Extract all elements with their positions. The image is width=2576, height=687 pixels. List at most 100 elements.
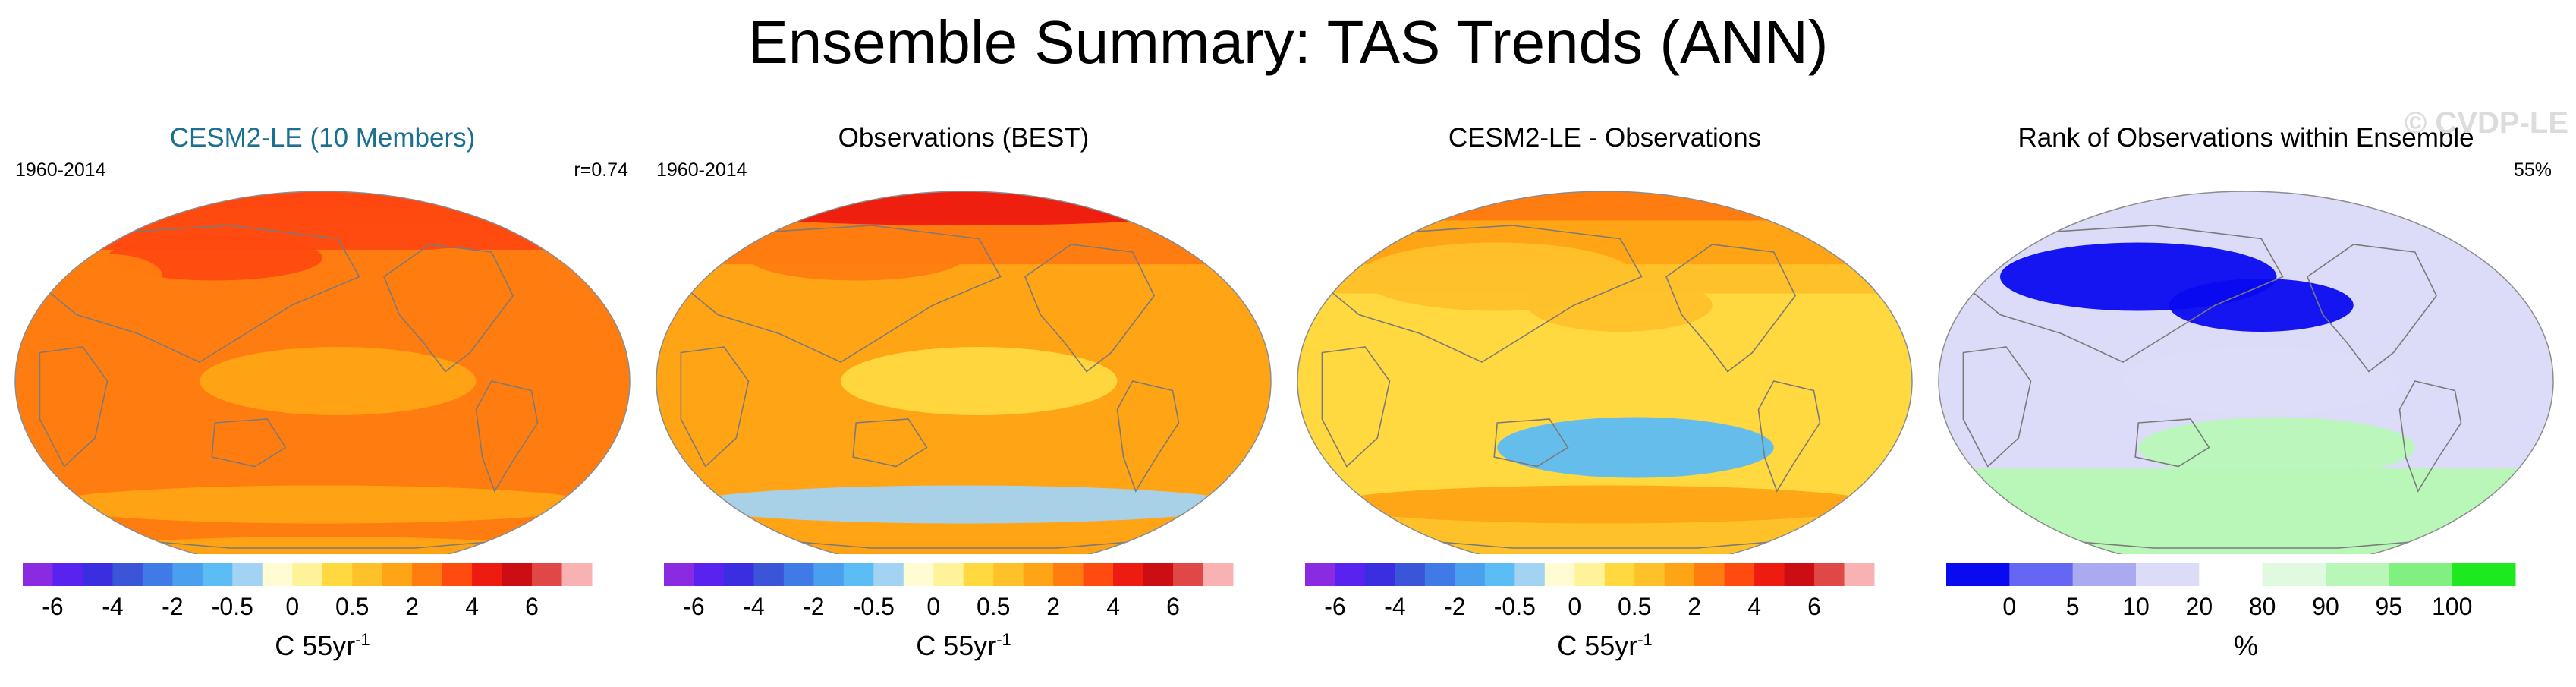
coastline-eurasia	[1952, 225, 2284, 363]
colorbar-swatch	[1724, 563, 1755, 586]
colorbar-swatch	[1694, 563, 1725, 586]
field-band	[15, 323, 630, 339]
panel-title: CESM2-LE (10 Members)	[169, 123, 476, 153]
units-exponent: -1	[1637, 630, 1653, 649]
colorbar-swatch	[472, 563, 503, 586]
colorbar-tick-label: -6	[1324, 593, 1345, 620]
map-difference	[1297, 191, 1913, 554]
colorbar-tick-label: 2	[405, 593, 419, 620]
region-arctic	[46, 191, 599, 225]
colorbar-rank: 0 5 10 20 80 90 95 100	[1946, 563, 2516, 620]
field-band	[1939, 527, 2553, 543]
coastline-north-america	[2307, 244, 2438, 373]
colorbar-tick-label: -2	[803, 593, 824, 620]
field-band	[1939, 337, 2553, 353]
colorbar-swatch	[322, 563, 353, 586]
colorbar-units: C 55yr-1	[1290, 630, 1920, 662]
field-band	[656, 307, 1271, 324]
colorbar-difference: -6 -4 -2 -0.5 0 0.5 2 4 6	[1305, 563, 1875, 620]
colorbar-swatch	[694, 563, 725, 586]
colorbar-tick-label: 4	[1747, 593, 1761, 620]
colorbar-tick-label: 0.5	[335, 593, 369, 620]
panel-cesm2-le: CESM2-LE (10 Members) 1960-2014 r=0.74 -…	[8, 114, 637, 676]
colorbar-tick-label: 0	[1568, 593, 1581, 620]
colorbar-swatch	[442, 563, 473, 586]
coastline-eurasia	[1311, 225, 1643, 363]
map-observations	[656, 191, 1272, 554]
colorbar-units: %	[1931, 630, 2561, 662]
colorbar-swatch	[1083, 563, 1114, 586]
colorbar-swatch	[1574, 563, 1606, 586]
field-band	[1297, 191, 1912, 207]
region-south-pacific	[1497, 417, 1774, 478]
colorbar-swatch	[2072, 563, 2137, 586]
panel-period: 1960-2014	[15, 159, 106, 181]
region-tropical-pacific	[2123, 347, 2400, 415]
region-tropical-pacific	[200, 347, 477, 415]
colorbar-tick-label: 0	[2002, 593, 2016, 620]
colorbar-swatch	[262, 563, 293, 586]
colorbar-swatch	[1424, 563, 1455, 586]
colorbar-tick-label: -6	[683, 593, 704, 620]
region-north-pacific	[2169, 279, 2354, 332]
field-band	[1297, 206, 1912, 222]
colorbar-swatch	[753, 563, 785, 586]
colorbar-tick-label: 2	[1687, 593, 1701, 620]
colorbar-tick-label: 5	[2066, 593, 2080, 620]
colorbar-swatch	[2389, 563, 2453, 586]
colorbar-swatch	[412, 563, 443, 586]
colorbar-tick-label: 80	[2249, 593, 2276, 620]
region-siberia	[107, 235, 322, 281]
colorbar-swatch	[843, 563, 874, 586]
colorbar-cesm2-le: -6 -4 -2 -0.5 0 0.5 2 4 6	[23, 563, 593, 620]
colorbar-units: C 55yr-1	[649, 630, 1279, 662]
colorbar-swatch	[52, 563, 83, 586]
field-band	[656, 454, 1271, 470]
coastline-south-america	[475, 380, 539, 493]
colorbar-swatch	[502, 563, 533, 586]
region-southern-ocean	[1328, 485, 1882, 524]
colorbar-swatch	[142, 563, 173, 586]
field-band	[656, 337, 1271, 353]
colorbar-swatch	[1514, 563, 1546, 586]
colorbar-swatch	[1455, 563, 1486, 586]
colorbar-swatch	[352, 563, 383, 586]
colorbar-swatch	[933, 563, 964, 586]
units-text: C 55yr	[1557, 630, 1638, 661]
colorbar-swatch	[382, 563, 413, 586]
colorbar-tick-label: 6	[525, 593, 539, 620]
region-south-pacific	[2138, 417, 2415, 478]
colorbar-tick-label: 0.5	[1618, 593, 1651, 620]
region-tropical-pacific	[1482, 347, 1759, 415]
colorbar-swatch	[112, 563, 143, 586]
coastline-africa	[1321, 346, 1391, 468]
panel-period: 1960-2014	[656, 159, 747, 181]
colorbar-swatch	[1814, 563, 1845, 586]
coastline-north-america	[1024, 244, 1156, 373]
field-band	[15, 337, 630, 353]
field-band	[15, 439, 630, 455]
coastline-eurasia	[670, 225, 1002, 363]
colorbar-tick-label: -0.5	[212, 593, 253, 620]
colorbar-swatch	[1053, 563, 1084, 586]
colorbar-swatch	[1784, 563, 1815, 586]
colorbar-tick-label: 95	[2376, 593, 2403, 620]
map-border	[14, 191, 631, 554]
colorbar-tick-label: 0.5	[977, 593, 1010, 620]
colorbar-swatch	[23, 563, 53, 586]
map-border	[1938, 191, 2554, 554]
colorbar-tick-label: -0.5	[853, 593, 895, 620]
colorbar-swatch	[292, 563, 323, 586]
colorbar-tick-label: 4	[1106, 593, 1120, 620]
colorbar-observations: -6 -4 -2 -0.5 0 0.5 2 4 6	[664, 563, 1234, 620]
colorbar-swatch	[1143, 563, 1174, 586]
units-text: %	[2233, 630, 2258, 661]
colorbar-tick-label: -2	[1444, 593, 1465, 620]
units-text: C 55yr	[275, 630, 356, 661]
colorbar-swatch	[1203, 563, 1234, 586]
coastline-australia	[852, 418, 928, 468]
colorbar-tick-label: 0	[926, 593, 940, 620]
colorbar-swatch	[1113, 563, 1144, 586]
colorbar-tick-label: 2	[1046, 593, 1060, 620]
coastline-australia	[211, 418, 287, 468]
